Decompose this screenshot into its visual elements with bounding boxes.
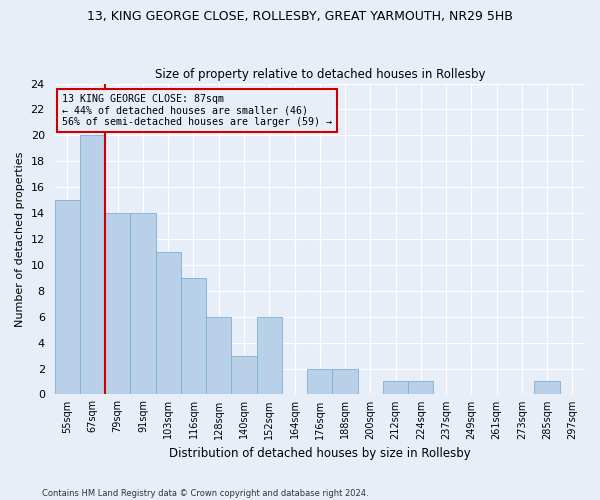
Title: Size of property relative to detached houses in Rollesby: Size of property relative to detached ho… <box>155 68 485 81</box>
Bar <box>307 368 332 394</box>
Text: Contains HM Land Registry data © Crown copyright and database right 2024.: Contains HM Land Registry data © Crown c… <box>42 488 368 498</box>
Bar <box>55 200 80 394</box>
Y-axis label: Number of detached properties: Number of detached properties <box>15 152 25 326</box>
Bar <box>408 382 433 394</box>
Bar <box>383 382 408 394</box>
Text: 13, KING GEORGE CLOSE, ROLLESBY, GREAT YARMOUTH, NR29 5HB: 13, KING GEORGE CLOSE, ROLLESBY, GREAT Y… <box>87 10 513 23</box>
Bar <box>105 213 130 394</box>
Text: 13 KING GEORGE CLOSE: 87sqm
← 44% of detached houses are smaller (46)
56% of sem: 13 KING GEORGE CLOSE: 87sqm ← 44% of det… <box>62 94 332 127</box>
Bar <box>130 213 155 394</box>
Bar <box>535 382 560 394</box>
Bar <box>232 356 257 395</box>
Bar <box>155 252 181 394</box>
Bar <box>80 136 105 394</box>
Bar <box>332 368 358 394</box>
Bar <box>206 316 232 394</box>
Bar <box>181 278 206 394</box>
X-axis label: Distribution of detached houses by size in Rollesby: Distribution of detached houses by size … <box>169 447 470 460</box>
Bar <box>257 316 282 394</box>
